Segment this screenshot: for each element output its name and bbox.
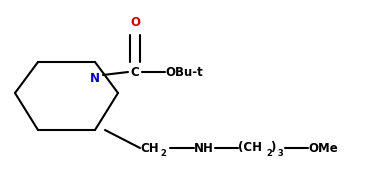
Text: OBu-t: OBu-t — [165, 65, 203, 79]
Text: OMe: OMe — [308, 141, 338, 155]
Text: CH: CH — [140, 141, 159, 155]
Text: O: O — [130, 16, 140, 30]
Text: 2: 2 — [266, 149, 272, 158]
Text: 3: 3 — [277, 149, 283, 158]
Text: C: C — [131, 65, 139, 79]
Text: N: N — [90, 72, 100, 84]
Text: (CH: (CH — [238, 141, 262, 155]
Text: 2: 2 — [160, 149, 166, 158]
Text: NH: NH — [194, 141, 214, 155]
Text: ): ) — [270, 141, 275, 155]
